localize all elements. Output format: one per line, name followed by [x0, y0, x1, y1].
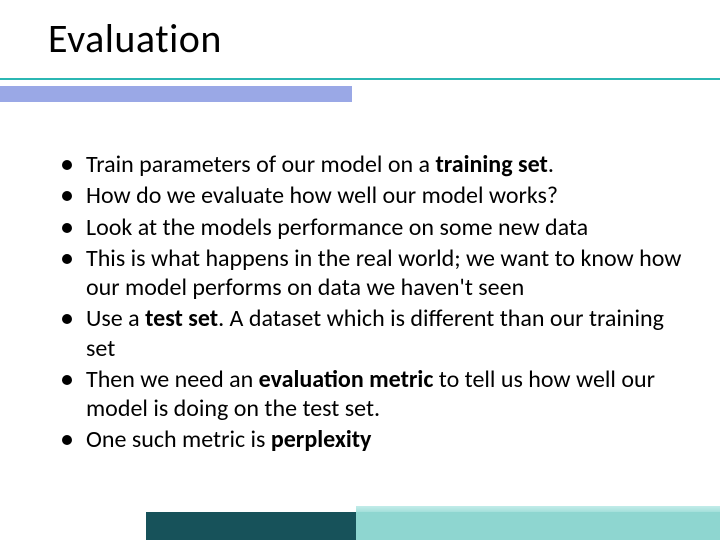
bullet-item: This is what happens in the real world; … [56, 244, 692, 303]
title-underline [0, 78, 720, 108]
bullet-item: Then we need an evaluation metric to tel… [56, 365, 692, 424]
bullet-text: . [548, 150, 554, 179]
accent-thin-line [0, 78, 720, 80]
bullet-bold: test set [145, 304, 218, 333]
slide: Evaluation Train parameters of our model… [0, 0, 720, 540]
bullet-item: Train parameters of our model on a train… [56, 150, 692, 179]
bullet-text: One such metric is [86, 425, 271, 454]
bullet-bold: training set [435, 150, 547, 179]
decor-dark-block [146, 512, 356, 540]
bullet-bold: perplexity [271, 425, 372, 454]
bullet-item: Look at the models performance on some n… [56, 213, 692, 242]
bullet-list: Train parameters of our model on a train… [56, 150, 692, 455]
bullet-text: Then we need an [86, 365, 259, 394]
bullet-text: Train parameters of our model on a [86, 150, 435, 179]
bullet-text: How do we evaluate how well our model wo… [86, 181, 558, 210]
title-area: Evaluation [48, 14, 672, 63]
content-area: Train parameters of our model on a train… [56, 150, 692, 457]
bullet-bold: evaluation metric [259, 365, 434, 394]
bullet-item: Use a test set. A dataset which is diffe… [56, 304, 692, 363]
bullet-item: How do we evaluate how well our model wo… [56, 181, 692, 210]
bullet-item: One such metric is perplexity [56, 425, 692, 454]
bullet-text: This is what happens in the real world; … [86, 244, 681, 302]
accent-thick-bar [0, 86, 352, 102]
bullet-text: Use a [86, 304, 145, 333]
bullet-text: Look at the models performance on some n… [86, 213, 588, 242]
bottom-decoration [0, 506, 720, 540]
decor-light-block [356, 512, 720, 540]
slide-title: Evaluation [48, 14, 672, 63]
